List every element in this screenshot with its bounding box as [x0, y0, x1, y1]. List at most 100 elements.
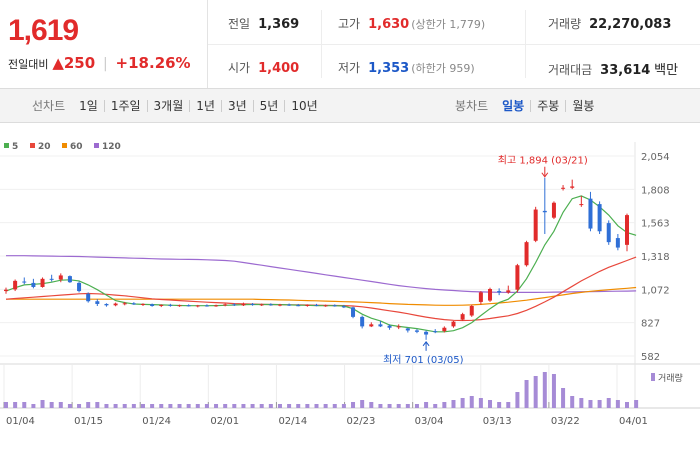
- candle-body: [4, 289, 8, 292]
- quote-stats: 전일 1,369 시가 1,400 고가 1,630 (상한가 1,779) 저가 1,3…: [208, 0, 700, 88]
- candle-body: [478, 292, 483, 302]
- tab-5y[interactable]: 5년: [252, 99, 285, 112]
- volume-bar: [241, 404, 246, 408]
- volume-bar: [296, 404, 301, 408]
- volume-bar: [314, 404, 319, 408]
- x-tick-label: 02/01: [210, 416, 239, 427]
- tab-monthly[interactable]: 월봉: [565, 99, 600, 112]
- volume-bar: [67, 404, 72, 408]
- volume-bar: [597, 400, 602, 408]
- tab-daily[interactable]: 일봉: [502, 98, 525, 113]
- candle-body: [204, 305, 209, 307]
- candle-body: [515, 265, 520, 290]
- ma5-line: [5, 195, 637, 333]
- open-value: 1,400: [258, 61, 300, 76]
- volume-bar: [40, 400, 45, 408]
- x-tick-label: 02/23: [347, 416, 376, 427]
- candle-body: [433, 331, 438, 333]
- legend-label: 5: [12, 142, 18, 152]
- candle-body: [223, 304, 228, 306]
- change-label: 전일대비: [8, 58, 49, 71]
- volume-bar: [77, 404, 82, 408]
- candle-body: [159, 304, 164, 306]
- change-percent: +18.26%: [115, 54, 191, 72]
- low-annotation: 최저 701 (03/05): [383, 354, 464, 366]
- x-tick-label: 03/04: [415, 416, 444, 427]
- tab-1w[interactable]: 1주일: [103, 99, 147, 112]
- candle-body: [424, 331, 429, 335]
- candle-body: [360, 316, 365, 327]
- candle-body: [606, 223, 611, 243]
- candle-body: [414, 330, 419, 332]
- volume-bar: [405, 404, 410, 408]
- candle-body: [387, 325, 392, 328]
- volume-bar: [250, 404, 255, 408]
- y-tick-label: 1,563: [641, 219, 670, 230]
- change-divider: |: [103, 56, 108, 72]
- x-tick-label: 03/13: [483, 416, 512, 427]
- tab-3y[interactable]: 3년: [220, 99, 253, 112]
- line-chart-title: 선차트: [32, 99, 66, 113]
- candle-body: [122, 303, 127, 305]
- x-tick-label: 01/24: [142, 416, 171, 427]
- volume-bar: [625, 402, 629, 408]
- trade-value-unit: 백만: [654, 63, 679, 78]
- candle-body: [277, 304, 282, 306]
- volume-bar: [442, 402, 447, 408]
- candle-body: [31, 282, 36, 287]
- volume-bar: [4, 402, 8, 408]
- tab-1y[interactable]: 1년: [189, 99, 221, 112]
- candle-body: [323, 305, 328, 307]
- candle-body: [341, 306, 346, 308]
- volume-bar: [323, 404, 328, 408]
- tab-3m[interactable]: 3개월: [146, 99, 190, 112]
- volume-bar: [424, 402, 429, 408]
- high-price: 고가 1,630 (상한가 1,779): [338, 15, 485, 32]
- prev-close-label: 전일: [228, 17, 251, 31]
- volume-bar: [396, 404, 401, 408]
- volume-bar: [414, 404, 419, 408]
- candle-body: [469, 306, 474, 316]
- volume-legend-swatch: [651, 373, 655, 381]
- candle-body: [451, 321, 456, 327]
- volume-bar: [551, 374, 556, 408]
- candle-body: [131, 303, 136, 305]
- prev-close-value: 1,369: [258, 17, 300, 32]
- tab-weekly[interactable]: 주봉: [530, 99, 565, 112]
- tab-10y[interactable]: 10년: [284, 99, 323, 112]
- legend-label: 120: [102, 142, 121, 152]
- candle-body: [186, 305, 191, 307]
- ma20-line: [5, 256, 637, 322]
- volume-bar: [140, 404, 145, 408]
- candlestick-chart[interactable]: 2,054 1,808 1,563 1,318 1,072 827 582 01/04 01/1…: [0, 122, 700, 450]
- candle-body: [378, 324, 383, 327]
- y-tick-label: 827: [641, 319, 660, 330]
- low-price: 저가 1,353 (하한가 959): [338, 59, 475, 76]
- x-tick-label: 01/04: [6, 416, 35, 427]
- volume-bar: [277, 404, 282, 408]
- volume-bar: [86, 402, 91, 408]
- candle-body: [579, 204, 584, 206]
- volume-bar: [150, 404, 155, 408]
- candle-body: [40, 278, 45, 287]
- candle-body: [232, 304, 237, 306]
- volume-label: 거래량: [548, 17, 582, 31]
- candle-body: [168, 304, 173, 306]
- volume-bar: [186, 404, 191, 408]
- volume-bar: [131, 404, 136, 408]
- tab-1d[interactable]: 1일: [79, 98, 98, 113]
- volume-bar: [515, 392, 520, 408]
- candle-body: [396, 326, 401, 328]
- volume-bar: [606, 398, 611, 408]
- candle-body: [332, 305, 337, 307]
- legend-swatch: [30, 143, 35, 148]
- x-tick-label: 03/22: [551, 416, 580, 427]
- candle-body: [58, 275, 63, 280]
- legend-label: 20: [38, 142, 51, 152]
- candle-body: [195, 305, 200, 307]
- candle-body: [524, 242, 529, 266]
- change-row: 전일대비 ▲250 | +18.26%: [8, 54, 191, 72]
- candle-body: [551, 202, 556, 218]
- candle-body: [95, 301, 100, 304]
- candle-body: [259, 304, 264, 306]
